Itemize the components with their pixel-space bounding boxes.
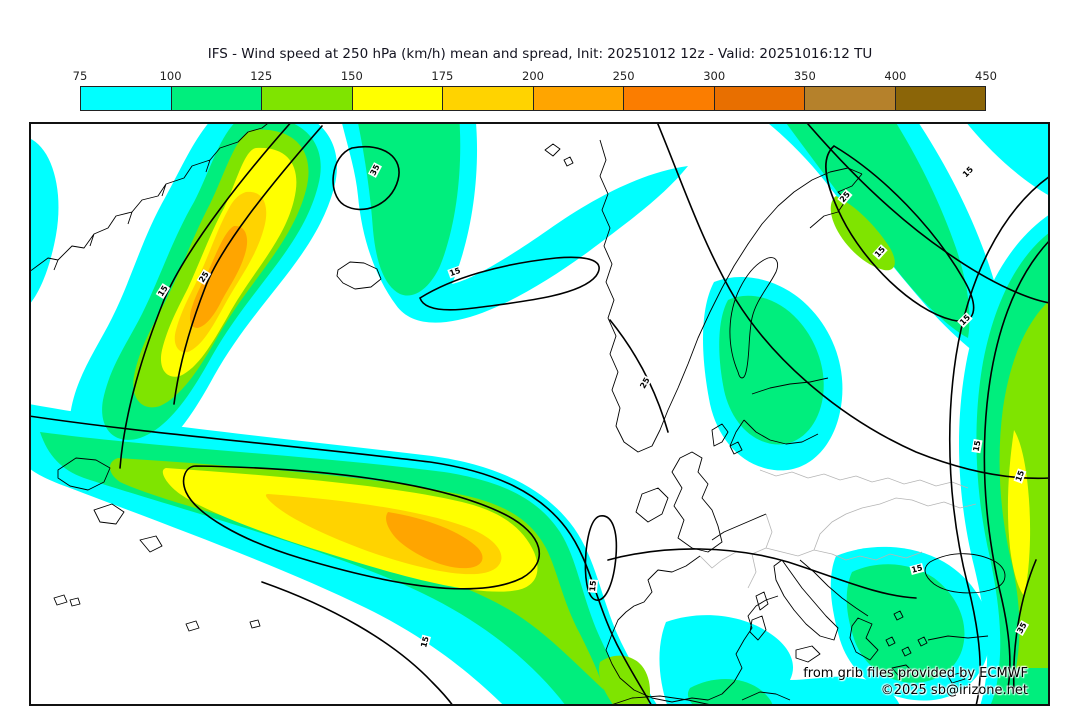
colorbar-tick-label: 200	[522, 69, 544, 83]
colorbar-segment-8	[805, 87, 896, 110]
contour-label-15: 15	[587, 579, 599, 593]
colorbar-segment-3	[352, 87, 443, 110]
colorbar	[80, 86, 986, 111]
colorbar-tick-label: 350	[793, 69, 816, 83]
colorbar-tick-label: 125	[250, 69, 273, 83]
colorbar-tick-label: 100	[159, 69, 182, 83]
colorbar-segment-2	[262, 87, 353, 110]
colorbar-segment-7	[714, 87, 805, 110]
spread-contours	[29, 122, 1050, 706]
colorbar-tick-label: 400	[884, 69, 907, 83]
colorbar-tick-label: 300	[703, 69, 726, 83]
map-graphic	[29, 122, 1050, 706]
colorbar-segment-4	[443, 87, 534, 110]
colorbar-segment-6	[624, 87, 715, 110]
attribution-line-1: from grib files provided by ECMWF	[803, 666, 1028, 681]
attribution: from grib files provided by ECMWF ©2025 …	[803, 664, 1028, 698]
colorbar-tick-label: 250	[612, 69, 635, 83]
coastlines	[29, 122, 1006, 706]
colorbar-ticks: 75 100 125 150 175 200 250 300 350 400 450	[73, 69, 997, 83]
colorbar-segment-9	[895, 87, 985, 110]
colorbar-segment-0	[81, 87, 172, 110]
colorbar-segment-5	[533, 87, 624, 110]
colorbar-tick-label: 175	[431, 69, 454, 83]
colorbar-tick-label: 150	[340, 69, 363, 83]
attribution-line-2: ©2025 sb@irizone.net	[880, 683, 1028, 698]
map-area: 35 25 15 15 25 15 15 15 25 15 15 15 15 15 35 from grib…	[29, 122, 1050, 706]
page-title: IFS - Wind speed at 250 hPa (km/h) mean …	[207, 46, 873, 62]
colorbar-tick-label: 450	[975, 69, 997, 83]
map-frame	[29, 122, 1050, 706]
colorbar-tick-label: 75	[72, 69, 88, 83]
colorbar-segment-1	[171, 87, 262, 110]
shading-bands	[29, 122, 1050, 706]
